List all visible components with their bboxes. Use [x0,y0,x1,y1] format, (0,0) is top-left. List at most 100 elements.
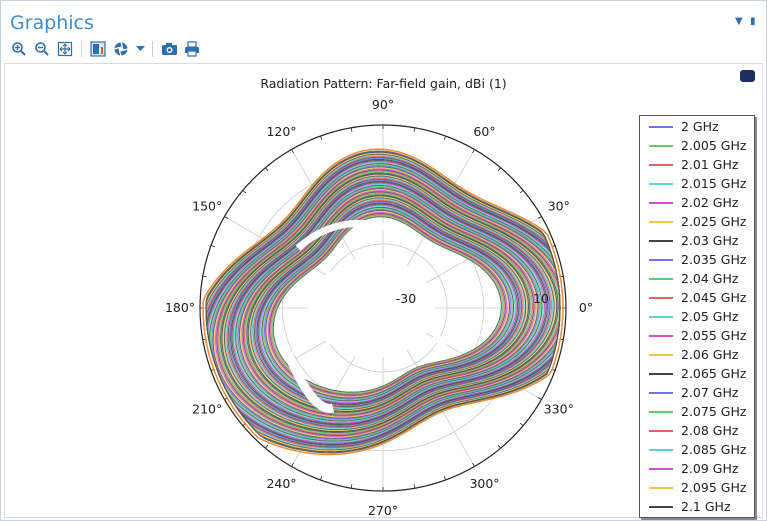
legend-swatch [649,277,673,280]
legend-swatch [649,372,673,375]
scene-light-icon[interactable] [89,40,107,58]
angle-tick-label: 150° [192,199,222,214]
polar-tick [443,476,446,481]
polar-tick [413,127,416,132]
series-line-2.065-GHz [256,202,520,406]
camera-icon[interactable] [160,40,178,58]
polar-tick [350,484,353,489]
polar-tick [291,462,294,467]
legend-swatch [649,448,673,451]
series-line-2.005-GHz [218,171,561,435]
legend-label: 2 GHz [681,119,719,134]
legend-swatch [649,334,673,337]
polar-tick [265,444,269,449]
polar-tick [497,444,501,449]
pattern-null-lobe [308,268,388,348]
legend-swatch [649,296,673,299]
legend-swatch [649,410,673,413]
polar-tick [291,149,294,154]
legend-swatch [649,182,673,185]
legend-label: 2.02 GHz [681,195,739,210]
polar-tick [242,190,247,194]
legend-swatch [649,201,673,204]
radial-tick-label: -30 [396,291,416,306]
series-line-2.045-GHz [235,184,543,422]
series-line-2.01-GHz [243,192,534,415]
polar-tick [320,476,323,481]
series-line-2.005-GHz [271,215,504,394]
series-line-2.035-GHz [263,208,512,400]
series-line-2.05-GHz [207,161,561,443]
series-line-2.025-GHz [266,210,509,398]
series-line-2.02-GHz [267,211,508,397]
legend-item: 2.04 GHz [640,269,754,288]
legend-item: 2.1 GHz [640,497,754,516]
series-line-2.04-GHz [262,207,513,401]
zoom-extents-icon[interactable] [56,40,74,58]
angle-tick-label: 240° [266,476,296,491]
render-icon[interactable] [112,40,130,58]
series-line-2.08-GHz [205,155,561,449]
series-line-2.095-GHz [248,196,528,412]
series-line-2.09-GHz [250,197,527,411]
series-line-2.055-GHz [232,182,546,424]
polar-tick [320,135,323,140]
series-line-2.03-GHz [265,209,511,399]
zoom-out-icon[interactable] [33,40,51,58]
zoom-in-icon[interactable] [10,40,28,58]
series-line-2-GHz [246,194,531,413]
pin-icon[interactable]: ▮ [750,16,756,27]
legend-label: 2.015 GHz [681,176,747,191]
polar-tick [537,397,542,400]
polar-tick [537,216,542,219]
legend-item: 2.005 GHz [640,136,754,155]
legend-item: 2.07 GHz [640,383,754,402]
legend-label: 2.03 GHz [681,233,739,248]
series-line-2.075-GHz [227,178,551,428]
series-line-2.06-GHz [257,203,519,405]
polar-tick [413,484,416,489]
series-line-2.075-GHz [205,156,561,448]
outer-pattern-curve [202,148,564,456]
series-line-2.045-GHz [261,206,515,402]
series-line-2.02-GHz [215,168,561,437]
graphics-toolbar [10,40,201,58]
radial-tick-label: 10 [533,291,549,306]
series-line-2.085-GHz [225,176,554,430]
series-line-2.025-GHz [240,189,538,418]
legend-label: 2.045 GHz [681,290,747,305]
angle-tick-label: 180° [165,300,195,315]
series-line-2.01-GHz [217,170,561,436]
render-dropdown-icon[interactable] [135,40,145,58]
polar-tick [472,149,475,154]
plot-settings-icon[interactable] [740,70,755,82]
legend-item: 2.035 GHz [640,250,754,269]
polar-tick [519,422,524,426]
pattern-gap [295,219,405,251]
series-line-2.075-GHz [253,200,523,408]
polar-tick [224,216,229,219]
legend-swatch [649,125,673,128]
series-line-2.1-GHz [247,195,529,412]
series-line-2.095-GHz [222,174,556,432]
window-menu-icon[interactable]: ▼ [735,16,743,27]
legend-label: 2.06 GHz [681,347,739,362]
legend-swatch [649,239,673,242]
legend-swatch [649,391,673,394]
legend-item: 2.085 GHz [640,440,754,459]
legend-item: 2.025 GHz [640,212,754,231]
series-line-2.04-GHz [210,164,561,441]
legend-swatch [649,144,673,147]
legend-item: 2.02 GHz [640,193,754,212]
print-icon[interactable] [183,40,201,58]
series-line-2.045-GHz [208,162,561,442]
legend-item: 2.095 GHz [640,478,754,497]
series-line-2-GHz [205,150,561,454]
legend-label: 2.07 GHz [681,385,739,400]
angle-tick-label: 300° [469,476,499,491]
legend-item: 2.06 GHz [640,345,754,364]
legend-label: 2.08 GHz [681,423,739,438]
legend-item: 2.075 GHz [640,402,754,421]
legend-label: 2.085 GHz [681,442,747,457]
legend-label: 2.05 GHz [681,309,739,324]
